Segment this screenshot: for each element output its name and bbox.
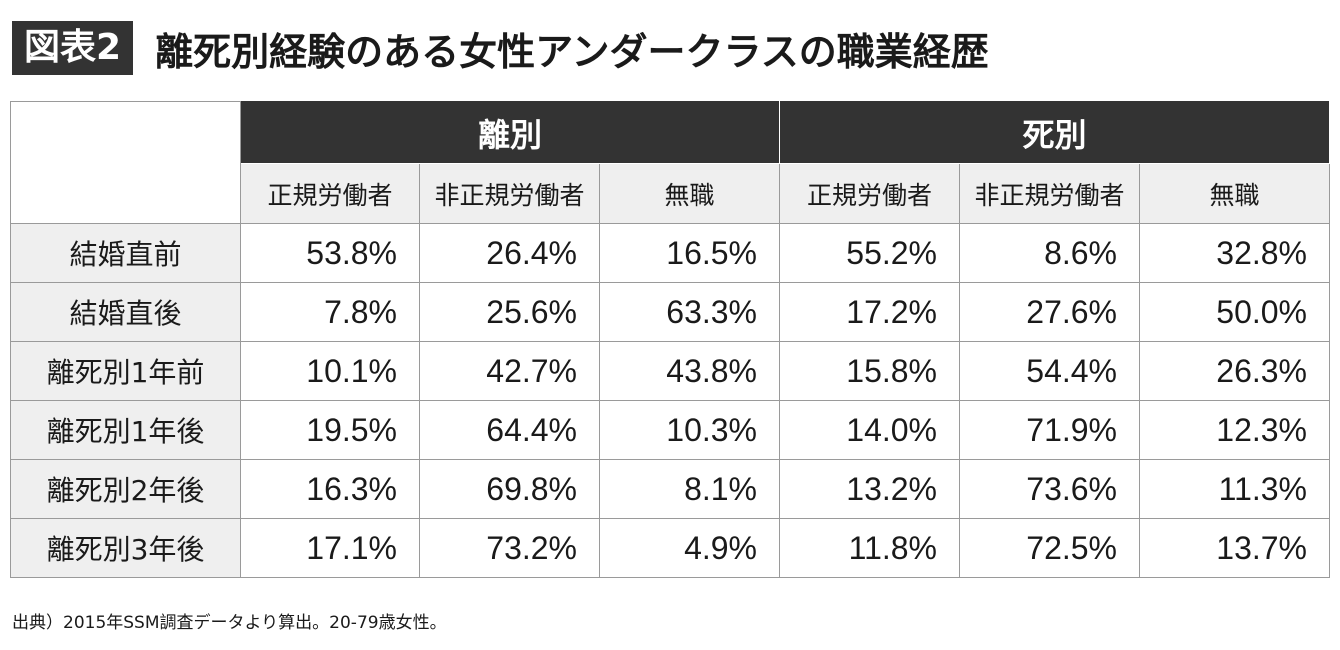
- column-header: 無職: [599, 163, 780, 224]
- row-header: 結婚直後: [10, 282, 241, 342]
- data-cell: 17.1%: [240, 518, 420, 578]
- data-cell: 42.7%: [419, 341, 600, 401]
- data-cell: 15.8%: [779, 341, 960, 401]
- data-cell: 10.3%: [599, 400, 780, 460]
- group-header-divorce: 離別: [240, 101, 780, 164]
- data-cell: 55.2%: [779, 223, 960, 283]
- data-cell: 8.1%: [599, 459, 780, 519]
- column-header: 正規労働者: [779, 163, 960, 224]
- data-cell: 13.7%: [1139, 518, 1330, 578]
- data-cell: 73.6%: [959, 459, 1140, 519]
- table-row: 結婚直後 7.8% 25.6% 63.3% 17.2% 27.6% 50.0%: [10, 282, 1330, 342]
- group-header-bereavement: 死別: [779, 101, 1330, 164]
- data-cell: 16.5%: [599, 223, 780, 283]
- table-row: 離死別2年後 16.3% 69.8% 8.1% 13.2% 73.6% 11.3…: [10, 459, 1330, 519]
- chart-title: 離死別経験のある女性アンダークラスの職業経歴: [155, 29, 989, 74]
- data-cell: 14.0%: [779, 400, 960, 460]
- row-header: 離死別3年後: [10, 518, 241, 578]
- data-cell: 32.8%: [1139, 223, 1330, 283]
- figure-badge: 図表2: [12, 21, 134, 75]
- data-cell: 11.8%: [779, 518, 960, 578]
- data-cell: 7.8%: [240, 282, 420, 342]
- data-cell: 25.6%: [419, 282, 600, 342]
- row-header: 離死別1年前: [10, 341, 241, 401]
- row-header: 結婚直前: [10, 223, 241, 283]
- data-cell: 16.3%: [240, 459, 420, 519]
- data-cell: 8.6%: [959, 223, 1140, 283]
- column-header: 正規労働者: [240, 163, 420, 224]
- data-table: 離別 死別 正規労働者 非正規労働者 無職 正規労働者 非正規労働者 無職 結婚…: [10, 101, 1330, 578]
- data-cell: 27.6%: [959, 282, 1140, 342]
- source-note: 出典）2015年SSM調査データより算出。20-79歳女性。: [12, 613, 447, 633]
- row-header: 離死別1年後: [10, 400, 241, 460]
- column-header: 無職: [1139, 163, 1330, 224]
- table-row: 離死別1年後 19.5% 64.4% 10.3% 14.0% 71.9% 12.…: [10, 400, 1330, 460]
- data-cell: 4.9%: [599, 518, 780, 578]
- table-corner: [10, 101, 241, 224]
- data-cell: 26.4%: [419, 223, 600, 283]
- data-cell: 72.5%: [959, 518, 1140, 578]
- table-row: 結婚直前 53.8% 26.4% 16.5% 55.2% 8.6% 32.8%: [10, 223, 1330, 283]
- row-header: 離死別2年後: [10, 459, 241, 519]
- data-cell: 50.0%: [1139, 282, 1330, 342]
- table-row: 離死別3年後 17.1% 73.2% 4.9% 11.8% 72.5% 13.7…: [10, 518, 1330, 578]
- data-cell: 64.4%: [419, 400, 600, 460]
- data-cell: 54.4%: [959, 341, 1140, 401]
- data-cell: 71.9%: [959, 400, 1140, 460]
- data-cell: 26.3%: [1139, 341, 1330, 401]
- column-header: 非正規労働者: [959, 163, 1140, 224]
- data-cell: 69.8%: [419, 459, 600, 519]
- table-row: 離死別1年前 10.1% 42.7% 43.8% 15.8% 54.4% 26.…: [10, 341, 1330, 401]
- data-cell: 43.8%: [599, 341, 780, 401]
- data-cell: 11.3%: [1139, 459, 1330, 519]
- data-cell: 10.1%: [240, 341, 420, 401]
- data-cell: 73.2%: [419, 518, 600, 578]
- data-cell: 12.3%: [1139, 400, 1330, 460]
- column-header: 非正規労働者: [419, 163, 600, 224]
- data-cell: 17.2%: [779, 282, 960, 342]
- chart-header: 図表2 離死別経験のある女性アンダークラスの職業経歴: [12, 14, 989, 82]
- data-cell: 13.2%: [779, 459, 960, 519]
- data-cell: 19.5%: [240, 400, 420, 460]
- data-cell: 53.8%: [240, 223, 420, 283]
- data-cell: 63.3%: [599, 282, 780, 342]
